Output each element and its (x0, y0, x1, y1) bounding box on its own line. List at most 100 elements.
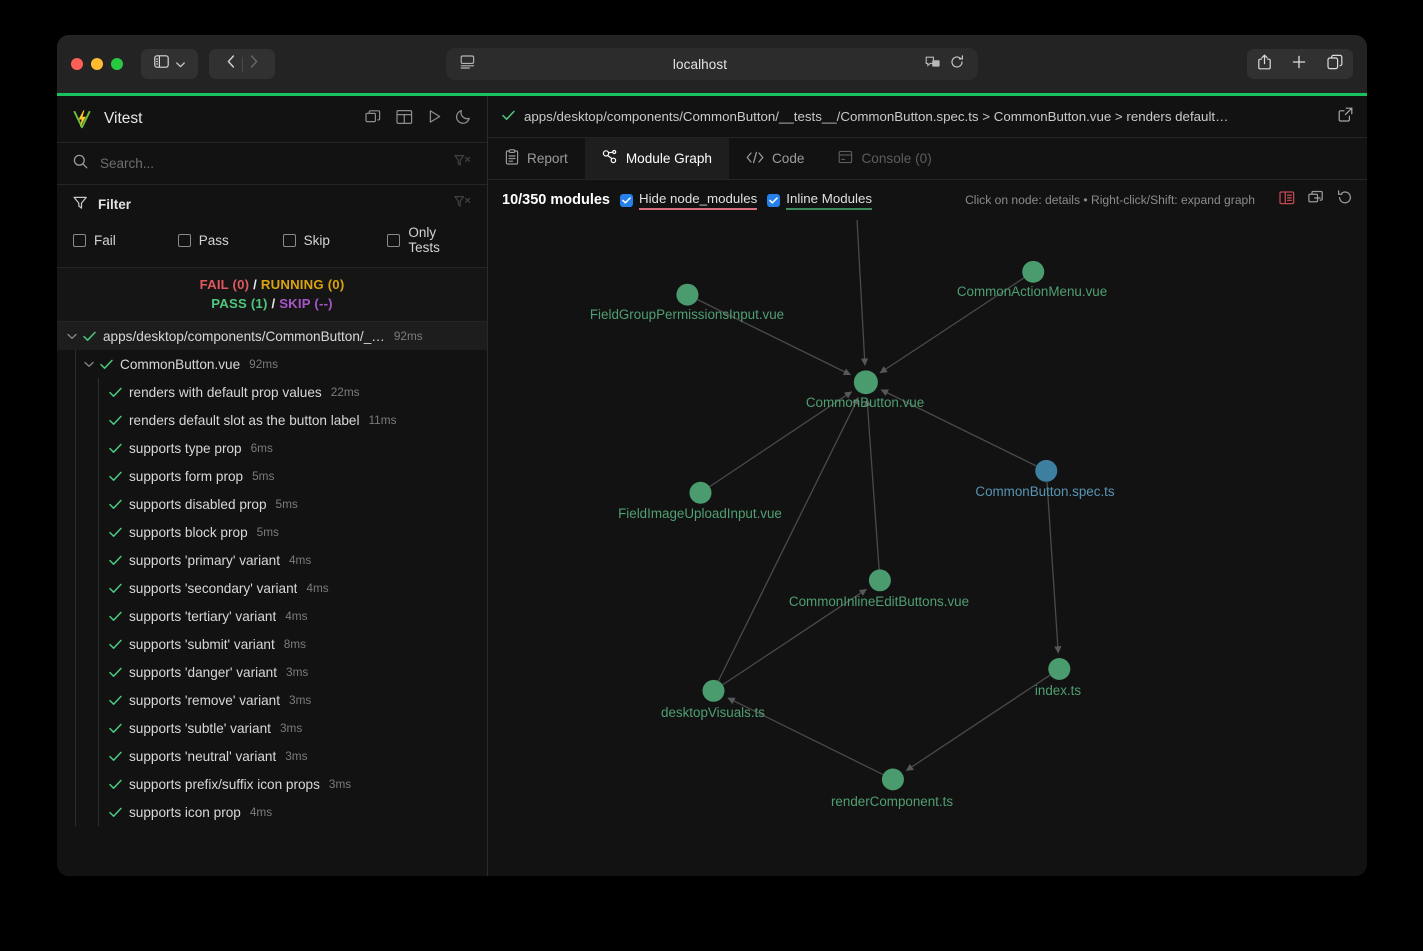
test-case-duration: 4ms (285, 609, 308, 624)
translate-icon[interactable]: A (925, 55, 941, 74)
panel-layout-icon[interactable] (1279, 190, 1295, 210)
test-case-list: renders with default prop values 22ms rend… (98, 378, 487, 827)
status-separator: / (253, 277, 258, 292)
sidebar-header: Vitest (57, 96, 487, 143)
filter-label: Fail (94, 232, 116, 248)
tab-code[interactable]: Code (729, 138, 822, 179)
filter-checkbox-only-tests[interactable]: Only Tests (387, 225, 471, 255)
clear-filter-icon[interactable] (454, 154, 471, 173)
close-window-button[interactable] (71, 58, 83, 70)
pass-check-icon (109, 639, 129, 650)
graph-edge (856, 220, 869, 366)
graph-edge (905, 674, 1051, 772)
checkbox-box[interactable] (73, 233, 86, 247)
duplicate-icon[interactable] (1308, 190, 1324, 210)
test-case-row[interactable]: supports 'primary' variant 4ms (99, 546, 487, 574)
tab-module-graph[interactable]: Module Graph (584, 138, 729, 179)
test-case-row[interactable]: supports 'tertiary' variant 4ms (99, 602, 487, 630)
graph-node[interactable] (1022, 260, 1045, 283)
graph-node[interactable] (702, 679, 725, 702)
chevron-down-icon[interactable] (176, 55, 185, 73)
test-case-row[interactable]: supports icon prop 4ms (99, 798, 487, 826)
test-case-row[interactable]: supports block prop 5ms (99, 518, 487, 546)
toggle-inline-modules[interactable]: Inline Modules (767, 191, 873, 210)
chevron-down-icon[interactable] (84, 361, 100, 368)
test-case-label: renders default slot as the button label (129, 412, 360, 428)
tab-label: Report (527, 151, 568, 166)
vitest-logo-icon (71, 108, 93, 130)
forward-chevron-icon[interactable] (250, 55, 258, 73)
external-link-icon[interactable] (1338, 107, 1353, 127)
dashboard-icon[interactable] (396, 109, 413, 130)
test-case-duration: 5ms (275, 497, 298, 512)
test-case-row[interactable]: supports 'danger' variant 3ms (99, 658, 487, 686)
test-case-row[interactable]: supports prefix/suffix icon props 3ms (99, 770, 487, 798)
toolbar-right-group (1247, 49, 1353, 79)
status-line-top: FAIL (0) / RUNNING (0) (57, 275, 487, 294)
test-case-row[interactable]: supports disabled prop 5ms (99, 490, 487, 518)
module-graph-icon (602, 149, 618, 168)
test-case-row[interactable]: renders with default prop values 22ms (99, 378, 487, 406)
graph-node[interactable] (1048, 657, 1071, 680)
test-case-label: supports block prop (129, 524, 248, 540)
graph-node[interactable] (676, 283, 699, 306)
theme-moon-icon[interactable] (455, 109, 471, 129)
test-case-row[interactable]: supports 'subtle' variant 3ms (99, 714, 487, 742)
test-case-label: supports 'subtle' variant (129, 720, 271, 736)
reload-icon[interactable] (950, 54, 964, 74)
test-case-row[interactable]: supports 'neutral' variant 3ms (99, 742, 487, 770)
graph-node[interactable] (689, 481, 712, 504)
chevron-down-icon[interactable] (67, 333, 83, 340)
module-graph-canvas[interactable]: FieldGroupPermissionsInput.vue CommonActi… (488, 220, 1367, 876)
test-file-row[interactable]: apps/desktop/components/CommonButton/_… … (57, 322, 487, 351)
test-case-row[interactable]: supports 'submit' variant 8ms (99, 630, 487, 658)
main-panel: apps/desktop/components/CommonButton/__t… (488, 96, 1367, 876)
graph-nodes[interactable] (676, 260, 1071, 791)
share-icon[interactable] (1257, 54, 1272, 75)
test-case-row[interactable]: supports 'remove' variant 3ms (99, 686, 487, 714)
pass-check-icon (100, 359, 120, 370)
run-icon[interactable] (427, 109, 442, 129)
search-row (57, 143, 487, 185)
zoom-window-button[interactable] (111, 58, 123, 70)
tab-overview-icon[interactable] (1327, 54, 1343, 75)
toggle-hide-node-modules[interactable]: Hide node_modules (620, 191, 758, 210)
test-case-label: supports 'primary' variant (129, 552, 280, 568)
search-input[interactable] (100, 156, 442, 171)
breadcrumb: apps/desktop/components/CommonButton/__t… (524, 109, 1229, 124)
graph-node[interactable] (881, 768, 904, 791)
address-bar[interactable]: localhost A (446, 48, 978, 80)
filter-checkbox-skip[interactable]: Skip (282, 233, 388, 248)
filter-checkbox-pass[interactable]: Pass (177, 233, 283, 248)
test-case-row[interactable]: supports 'secondary' variant 4ms (99, 574, 487, 602)
sidebar-icon[interactable] (154, 55, 169, 73)
test-case-duration: 5ms (252, 469, 275, 484)
filter-checkbox-fail[interactable]: Fail (73, 233, 178, 248)
checkbox-checked-icon[interactable] (767, 193, 781, 207)
copy-icon[interactable] (365, 109, 382, 130)
test-suite-row[interactable]: CommonButton.vue 92ms (76, 350, 487, 378)
pass-check-icon (109, 387, 129, 398)
sidebar-toggle-group[interactable] (141, 49, 198, 79)
graph-node[interactable] (868, 569, 891, 592)
reader-view-icon[interactable] (460, 54, 475, 74)
test-case-row[interactable]: supports type prop 6ms (99, 434, 487, 462)
graph-node[interactable] (853, 370, 878, 395)
test-case-label: supports type prop (129, 440, 242, 456)
graph-node[interactable] (1035, 459, 1058, 482)
plus-icon[interactable] (1292, 55, 1306, 74)
checkbox-checked-icon[interactable] (620, 193, 633, 207)
checkbox-box[interactable] (177, 233, 191, 247)
tab-report[interactable]: Report (488, 138, 585, 179)
clear-filter-icon-2[interactable] (454, 195, 471, 214)
checkbox-box[interactable] (387, 233, 401, 247)
reset-graph-icon[interactable] (1337, 190, 1353, 210)
tab-console[interactable]: Console (0) (821, 138, 948, 179)
filter-icon (73, 196, 88, 214)
test-case-row[interactable]: supports form prop 5ms (99, 462, 487, 490)
minimize-window-button[interactable] (91, 58, 103, 70)
checkbox-box[interactable] (282, 233, 296, 247)
pass-check-icon (109, 415, 129, 426)
back-chevron-icon[interactable] (227, 55, 235, 73)
test-case-row[interactable]: renders default slot as the button label… (99, 406, 487, 434)
